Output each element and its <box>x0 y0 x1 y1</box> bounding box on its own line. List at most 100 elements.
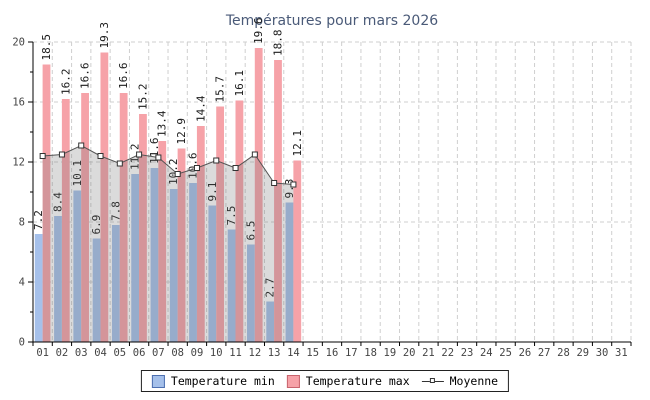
x-tick-label: 12 <box>249 347 262 359</box>
bar-min <box>73 190 82 342</box>
bar-value-label: 12.9 <box>175 118 188 145</box>
x-tick-label: 25 <box>499 347 512 359</box>
bar-value-label: 12.1 <box>291 130 304 157</box>
x-tick-label: 22 <box>441 347 454 359</box>
bar-max <box>119 93 128 342</box>
x-tick-label: 03 <box>75 347 88 359</box>
x-tick-label: 29 <box>576 347 589 359</box>
moyenne-marker <box>58 151 65 158</box>
y-tick-label: 12 <box>12 157 25 169</box>
bar-value-label: 6.9 <box>90 215 103 235</box>
x-tick-label: 08 <box>171 347 184 359</box>
bar-value-label: 9.1 <box>206 182 219 202</box>
x-tick-label: 07 <box>152 347 165 359</box>
moyenne-marker <box>232 165 239 171</box>
x-tick-label: 05 <box>113 347 126 359</box>
bar-max <box>81 93 89 342</box>
bar-value-label: 16.6 <box>117 63 130 89</box>
x-tick-label: 01 <box>36 347 49 359</box>
bar-min <box>150 168 159 342</box>
bar-min <box>285 202 294 342</box>
bar-value-label: 18.8 <box>271 30 284 57</box>
x-tick-label: 16 <box>326 347 339 359</box>
bar-min <box>227 229 236 342</box>
bar-min <box>34 234 43 342</box>
moyenne-marker <box>116 160 123 167</box>
x-tick-label: 30 <box>596 347 609 359</box>
x-tick-label: 19 <box>384 347 397 359</box>
x-tick-label: 27 <box>538 347 551 359</box>
bar-min <box>208 205 217 342</box>
moyenne-marker <box>97 153 104 159</box>
legend-label-moyenne: Moyenne <box>449 374 499 388</box>
x-tick-label: 09 <box>191 347 204 359</box>
bar-max <box>177 148 186 342</box>
bar-max <box>196 126 205 342</box>
bar-max <box>42 64 51 342</box>
x-tick-label: 24 <box>480 347 493 359</box>
bar-min <box>111 225 120 342</box>
bar-value-label: 19.3 <box>98 22 111 49</box>
bar-value-label: 19.6 <box>252 18 265 45</box>
x-tick-label: 15 <box>306 347 319 359</box>
y-tick-label: 20 <box>12 37 25 49</box>
bar-value-label: 16.2 <box>59 69 72 96</box>
bar-min <box>189 183 197 342</box>
x-tick-label: 26 <box>519 347 532 359</box>
moyenne-marker <box>193 165 200 171</box>
legend-swatch-max-icon <box>286 374 300 388</box>
bar-max <box>158 141 167 342</box>
moyenne-marker <box>290 181 297 188</box>
bar-value-label: 16.6 <box>79 63 92 90</box>
moyenne-marker <box>251 151 258 158</box>
moyenne-marker <box>213 157 220 164</box>
bar-min <box>169 189 178 342</box>
bar-min <box>131 174 140 342</box>
bar-value-label: 15.2 <box>136 84 149 111</box>
x-tick-label: 23 <box>461 347 474 359</box>
bar-value-label: 7.8 <box>109 201 122 221</box>
chart-title: Températures pour mars 2026 <box>225 13 439 29</box>
legend-swatch-min-icon <box>151 374 165 388</box>
moyenne-line <box>42 144 294 185</box>
bar-value-label: 6.5 <box>244 221 257 241</box>
x-tick-label: 13 <box>268 347 281 359</box>
legend-label-min: Temperature min <box>170 374 275 388</box>
bar-max <box>216 106 225 342</box>
x-tick-label: 14 <box>287 347 300 359</box>
bar-max <box>100 52 109 342</box>
bar-min <box>54 216 62 342</box>
x-tick-label: 28 <box>557 347 570 359</box>
moyenne-area-fill <box>42 145 294 342</box>
bar-value-label: 10.6 <box>187 153 200 180</box>
bar-max <box>61 99 70 342</box>
y-tick-label: 16 <box>12 97 25 109</box>
x-tick-label: 31 <box>615 347 628 359</box>
moyenne-marker <box>271 180 278 186</box>
x-tick-label: 11 <box>229 347 242 359</box>
bar-max <box>274 60 282 342</box>
legend-label-max: Temperature max <box>305 374 410 388</box>
bar-value-label: 15.7 <box>214 76 227 103</box>
moyenne-marker <box>174 171 181 177</box>
bar-value-label: 8.4 <box>51 192 64 212</box>
x-tick-label: 21 <box>422 347 435 359</box>
x-tick-label: 04 <box>94 347 107 359</box>
moyenne-marker <box>78 142 85 149</box>
x-tick-label: 10 <box>210 347 223 359</box>
bar-value-label: 7.5 <box>225 206 238 226</box>
moyenne-marker-icon <box>421 375 444 388</box>
y-tick-label: 8 <box>19 217 25 229</box>
x-tick-label: 06 <box>133 347 146 359</box>
bar-max <box>254 48 263 342</box>
bar-value-label: 16.1 <box>233 70 246 97</box>
x-tick-label: 18 <box>364 347 377 359</box>
x-tick-label: 17 <box>345 347 358 359</box>
bar-max <box>293 160 302 342</box>
chart-legend: Temperature min Temperature max Moyenne <box>140 370 510 392</box>
bar-min <box>246 244 255 342</box>
x-tick-label: 20 <box>403 347 416 359</box>
bar-value-label: 10.1 <box>71 160 84 187</box>
